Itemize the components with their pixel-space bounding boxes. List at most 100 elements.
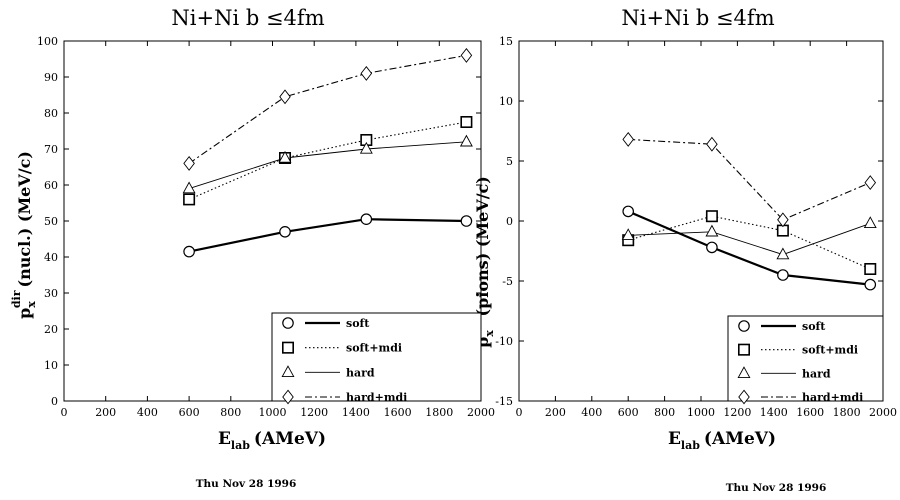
- chart-1-xlabel-main: E: [218, 429, 231, 449]
- y-tick-label: 0: [506, 215, 513, 228]
- legend-label-soft: soft: [802, 320, 826, 333]
- legend-marker-soft: [738, 320, 750, 332]
- chart-2-ylabel-rest: (pions) (MeV/c): [473, 176, 492, 316]
- chart-1-xlabel-sub: lab: [231, 439, 250, 452]
- data-point-hard+mdi: [622, 131, 634, 147]
- chart-2-date: Thu Nov 28 1996: [726, 482, 827, 494]
- x-tick-label: 600: [618, 406, 639, 419]
- legend-label-hard: hard: [802, 367, 831, 380]
- chart-1-ylabel-sup: dir: [10, 290, 23, 308]
- legend-label-hard+mdi: hard+mdi: [346, 391, 407, 404]
- y-tick-label: 15: [499, 35, 513, 48]
- legend-marker-soft: [282, 317, 294, 329]
- series-line-hard: [628, 222, 871, 256]
- x-tick-label: 200: [95, 406, 116, 419]
- y-tick-label: 40: [44, 251, 58, 264]
- data-point-hard+mdi: [360, 65, 373, 81]
- legend-box: [271, 312, 482, 402]
- data-point-hard+mdi: [864, 175, 877, 191]
- x-tick-label: 400: [137, 406, 158, 419]
- data-point-soft: [360, 213, 373, 225]
- x-tick-label: 1000: [259, 406, 287, 419]
- x-tick-label: 1000: [687, 406, 715, 419]
- series-line-soft: [627, 210, 871, 286]
- legend-label-soft: soft: [346, 317, 370, 330]
- y-tick-label: 50: [44, 215, 58, 228]
- data-point-hard: [863, 216, 877, 229]
- chart-2-plot: 0 200 400 600 800 1000 1200 1400 1600 1800 2000 -15…: [495, 35, 897, 419]
- chart-2: Ni+Ni b ≤4fm pxdir(pions) (MeV/c) Elab(A…: [468, 6, 826, 494]
- chart-2-xlabel-rest: (AMeV): [704, 429, 776, 449]
- legend-marker-hard+mdi: [738, 389, 750, 405]
- x-tick-label: 800: [220, 406, 241, 419]
- x-tick-label: 800: [654, 406, 675, 419]
- y-tick-label: 70: [44, 143, 58, 156]
- legend-box: [727, 315, 884, 402]
- y-tick-label: 80: [44, 107, 58, 120]
- y-tick-label: 0: [51, 395, 58, 408]
- legend-label-hard: hard: [346, 366, 375, 379]
- chart-1-xlabel: Elab (AMeV): [218, 429, 326, 452]
- data-point-soft: [460, 215, 473, 227]
- chart-2-legend: soft soft+mdi hard hard+mdi: [727, 315, 884, 405]
- chart-1-ylabel: pxdir (nucl.) (MeV/c): [10, 151, 38, 319]
- chart-2-xlabel: Elab (AMeV): [668, 429, 776, 452]
- series-line-hard+mdi: [628, 138, 871, 221]
- x-tick-label: 1800: [833, 406, 861, 419]
- data-point-hard+mdi: [279, 89, 291, 105]
- series-line-soft: [188, 218, 467, 253]
- series-line-hard: [188, 141, 467, 190]
- x-tick-label: 400: [581, 406, 602, 419]
- data-point-soft: [279, 226, 291, 238]
- x-tick-label: 2000: [869, 406, 897, 419]
- y-tick-label: -10: [495, 335, 513, 348]
- data-point-soft+mdi: [864, 262, 877, 275]
- data-point-soft+mdi: [460, 116, 473, 129]
- x-tick-label: 1400: [760, 406, 788, 419]
- chart-1-xlabel-rest: (AMeV): [254, 429, 326, 449]
- legend-marker-soft+mdi: [281, 341, 294, 354]
- series-line-soft+mdi: [188, 121, 467, 200]
- data-point-hard: [776, 247, 790, 260]
- chart-1: Ni+Ni b ≤4fm pxdir (nucl.) (MeV/c) Elab (A…: [10, 6, 326, 490]
- data-point-soft: [706, 241, 718, 254]
- x-tick-label: 1600: [796, 406, 824, 419]
- legend-marker-hard: [281, 365, 295, 377]
- data-point-hard+mdi: [460, 47, 473, 63]
- chart-2-ylabel-sub: x: [483, 330, 496, 337]
- legend-label-soft+mdi: soft+mdi: [346, 342, 402, 355]
- y-tick-label: 60: [44, 179, 58, 192]
- x-tick-label: 1200: [300, 406, 328, 419]
- chart-1-title: Ni+Ni b ≤4fm: [171, 6, 324, 30]
- data-point-soft: [864, 278, 877, 291]
- legend-label-soft+mdi: soft+mdi: [802, 344, 858, 357]
- chart-1-ylabel-sub: x: [25, 301, 38, 308]
- data-point-soft: [622, 205, 634, 218]
- chart-1-date: Thu Nov 28 1996: [196, 478, 297, 490]
- y-tick-label: 10: [499, 95, 513, 108]
- data-point-hard+mdi: [706, 136, 718, 152]
- chart-1-ylabel-main: p: [15, 308, 34, 319]
- x-tick-label: 1800: [425, 406, 453, 419]
- y-tick-label: 5: [506, 155, 513, 168]
- y-tick-label: -15: [495, 395, 513, 408]
- x-tick-label: 1600: [384, 406, 412, 419]
- chart-1-legend: soft soft+mdi hard hard+mdi: [271, 312, 482, 405]
- data-point-soft: [777, 269, 789, 281]
- chart-1-ylabel-rest: (nucl.) (MeV/c): [15, 151, 34, 287]
- x-tick-label: 0: [61, 406, 68, 419]
- svg-text:pxdir(nucl.) (MeV/c): pxdir (nucl.) (MeV/c): [10, 151, 38, 319]
- chart-2-title: Ni+Ni b ≤4fm: [621, 6, 774, 30]
- y-tick-label: 30: [44, 287, 58, 300]
- legend-marker-hard: [737, 366, 751, 378]
- y-tick-label: 20: [44, 323, 58, 336]
- data-point-soft: [183, 245, 195, 258]
- data-point-hard: [459, 134, 473, 147]
- x-tick-label: 1200: [723, 406, 751, 419]
- data-point-hard: [705, 224, 719, 237]
- series-line-hard+mdi: [188, 54, 467, 164]
- data-point-soft+mdi: [705, 210, 718, 223]
- data-point-hard: [359, 141, 373, 154]
- x-tick-label: 200: [545, 406, 566, 419]
